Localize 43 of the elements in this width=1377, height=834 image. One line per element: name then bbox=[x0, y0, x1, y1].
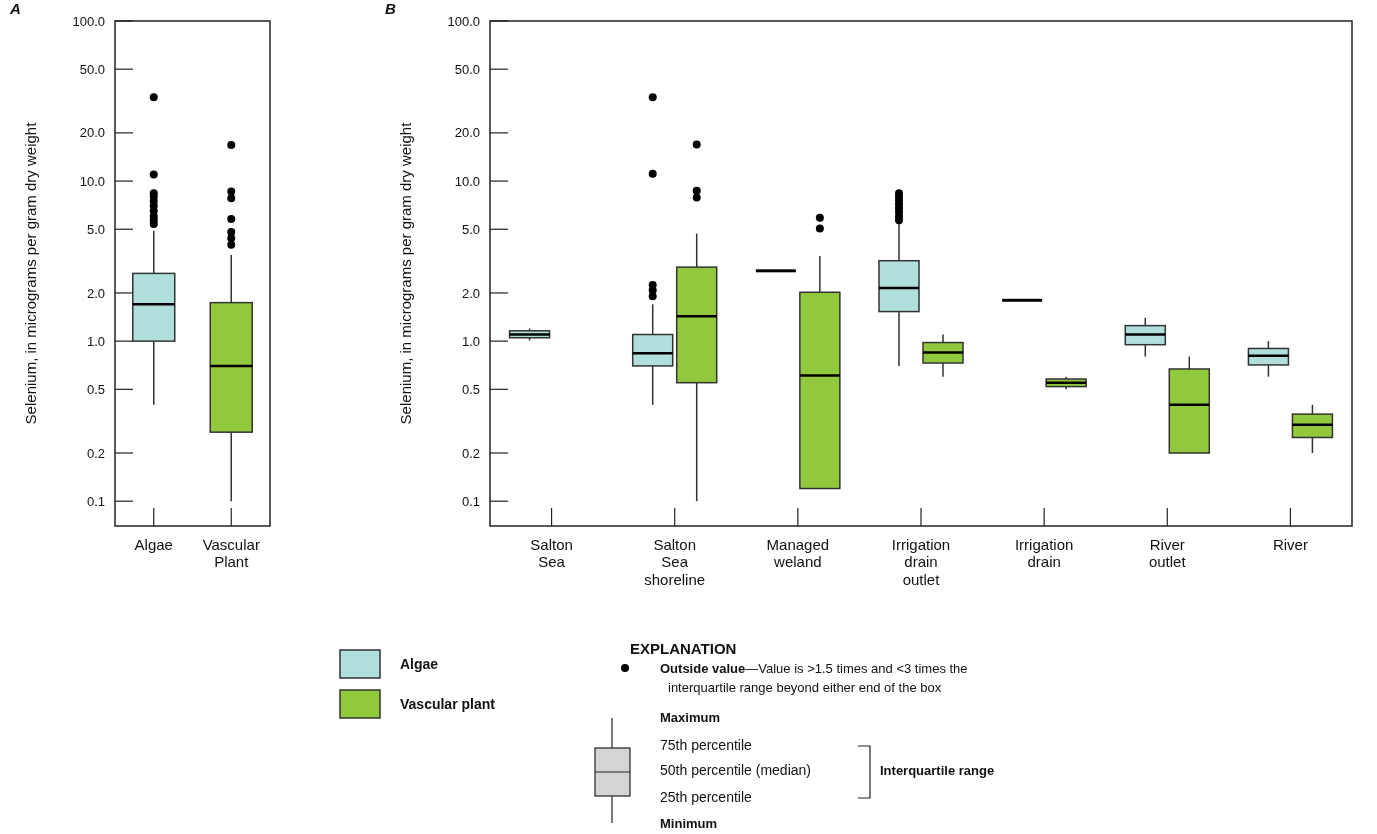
x-tick-label: Algae bbox=[134, 536, 173, 553]
legend-label: Vascular plant bbox=[400, 696, 496, 712]
x-tick-label: River bbox=[1272, 536, 1308, 553]
text: 50th percentile (median) bbox=[660, 762, 811, 778]
y-tick-label: 1.0 bbox=[86, 333, 105, 349]
y-tick-label: 2.0 bbox=[461, 285, 480, 301]
y-tick-label: 10.0 bbox=[79, 173, 105, 189]
y-tick-label: 0.1 bbox=[86, 493, 105, 509]
x-tick-label: Salton Sea bbox=[530, 536, 573, 571]
text: Minimum bbox=[660, 816, 718, 831]
text: Maximum bbox=[660, 710, 720, 725]
y-tick-label: 0.2 bbox=[461, 445, 480, 461]
y-tick-label: 50.0 bbox=[454, 61, 480, 77]
text: 75th percentile bbox=[660, 737, 753, 753]
y-tick-label: 0.2 bbox=[86, 445, 105, 461]
y-tick-label: 20.0 bbox=[454, 125, 480, 141]
y-tick-label: 5.0 bbox=[86, 221, 105, 237]
y-tick-label: 2.0 bbox=[86, 285, 105, 301]
x-tick-label: Irrigation drain bbox=[1014, 536, 1074, 571]
y-tick-label: 100.0 bbox=[72, 13, 105, 29]
text: EXPLANATION bbox=[630, 640, 737, 657]
x-tick-label: River outlet bbox=[1148, 536, 1187, 571]
y-axis-title: Selenium, in micrograms per gram dry weight bbox=[22, 121, 39, 425]
chart-title: A bbox=[9, 0, 21, 17]
x-tick-label: Vascular Plant bbox=[202, 536, 260, 571]
y-tick-label: 10.0 bbox=[454, 173, 480, 189]
text: Interquartile range bbox=[880, 763, 995, 778]
text: Outside value—Value is >1.5 times and <3 times the interquartile range beyond either end of the box bbox=[660, 661, 968, 695]
text: 25th percentile bbox=[660, 789, 753, 805]
y-tick-label: 0.5 bbox=[461, 381, 480, 397]
x-tick-label: Irrigation drain outlet bbox=[891, 536, 951, 588]
y-tick-label: 20.0 bbox=[79, 125, 105, 141]
chart-title: B bbox=[385, 0, 396, 17]
x-tick-label: Managed weland bbox=[766, 536, 830, 571]
y-tick-label: 0.1 bbox=[461, 493, 480, 509]
y-tick-label: 1.0 bbox=[461, 333, 480, 349]
y-tick-label: 100.0 bbox=[447, 13, 480, 29]
y-tick-label: 5.0 bbox=[461, 221, 480, 237]
legend-label: Algae bbox=[400, 656, 439, 672]
y-axis-title: Selenium, in micrograms per gram dry weight bbox=[397, 121, 414, 425]
y-tick-label: 50.0 bbox=[79, 61, 105, 77]
x-tick-label: Salton Sea shoreline bbox=[644, 536, 706, 588]
y-tick-label: 0.5 bbox=[86, 381, 105, 397]
